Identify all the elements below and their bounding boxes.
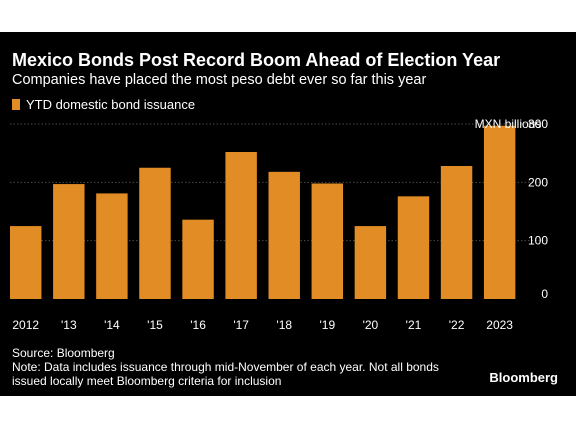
bloomberg-logo: Bloomberg [489,370,558,385]
x-tick-label: '21 [406,318,422,332]
x-tick-label: '22 [449,318,465,332]
x-tick-label: '15 [147,318,163,332]
legend-swatch [12,99,20,110]
y-tick-label: 200 [528,175,548,189]
bar-chart: 0 100 200 300 2012 '13 '14 '15 '16 '17 '18 '19 '20 '… [10,117,548,332]
x-tick-label: '14 [104,318,120,332]
bar [225,152,257,299]
note-text-line2: issued locally meet Bloomberg criteria f… [12,374,282,388]
legend: YTD domestic bond issuance [12,97,195,112]
bar [139,167,171,299]
bar [397,196,430,299]
note-text-line1: Note: Data includes issuance through mid… [12,360,439,374]
x-tick-label: '13 [61,318,77,332]
x-tick-label: 2012 [12,318,39,332]
bar [53,184,85,299]
x-tick-label: '20 [363,318,379,332]
x-tick-label: '17 [233,318,249,332]
bar [96,193,128,299]
bar [182,219,214,299]
x-tick-label: 2023 [486,318,513,332]
bars [10,125,516,299]
x-tick-label: '19 [319,318,335,332]
bar [440,166,473,299]
bar [311,183,344,299]
y-tick-label: 0 [541,287,548,301]
y-axis-ticks: 0 100 200 300 [528,117,548,301]
chart-subtitle: Companies have placed the most peso debt… [12,72,427,88]
bar [268,171,300,299]
x-axis-ticks: 2012 '13 '14 '15 '16 '17 '18 '19 '20 '21 '22 2023 [12,318,513,332]
chart-card: Mexico Bonds Post Record Boom Ahead of E… [0,32,576,396]
source-text: Source: Bloomberg [12,346,115,360]
bar [354,226,387,299]
chart-title: Mexico Bonds Post Record Boom Ahead of E… [12,50,501,70]
x-tick-label: '18 [276,318,292,332]
y-tick-label: 100 [528,234,548,248]
bar [10,226,42,299]
y-axis-unit-label: MXN billions [475,117,542,131]
y-tick-label: 300 [528,117,548,131]
footer: Source: Bloomberg Note: Data includes is… [12,346,439,388]
bar [483,125,516,299]
x-tick-label: '16 [190,318,206,332]
legend-label: YTD domestic bond issuance [26,97,196,112]
